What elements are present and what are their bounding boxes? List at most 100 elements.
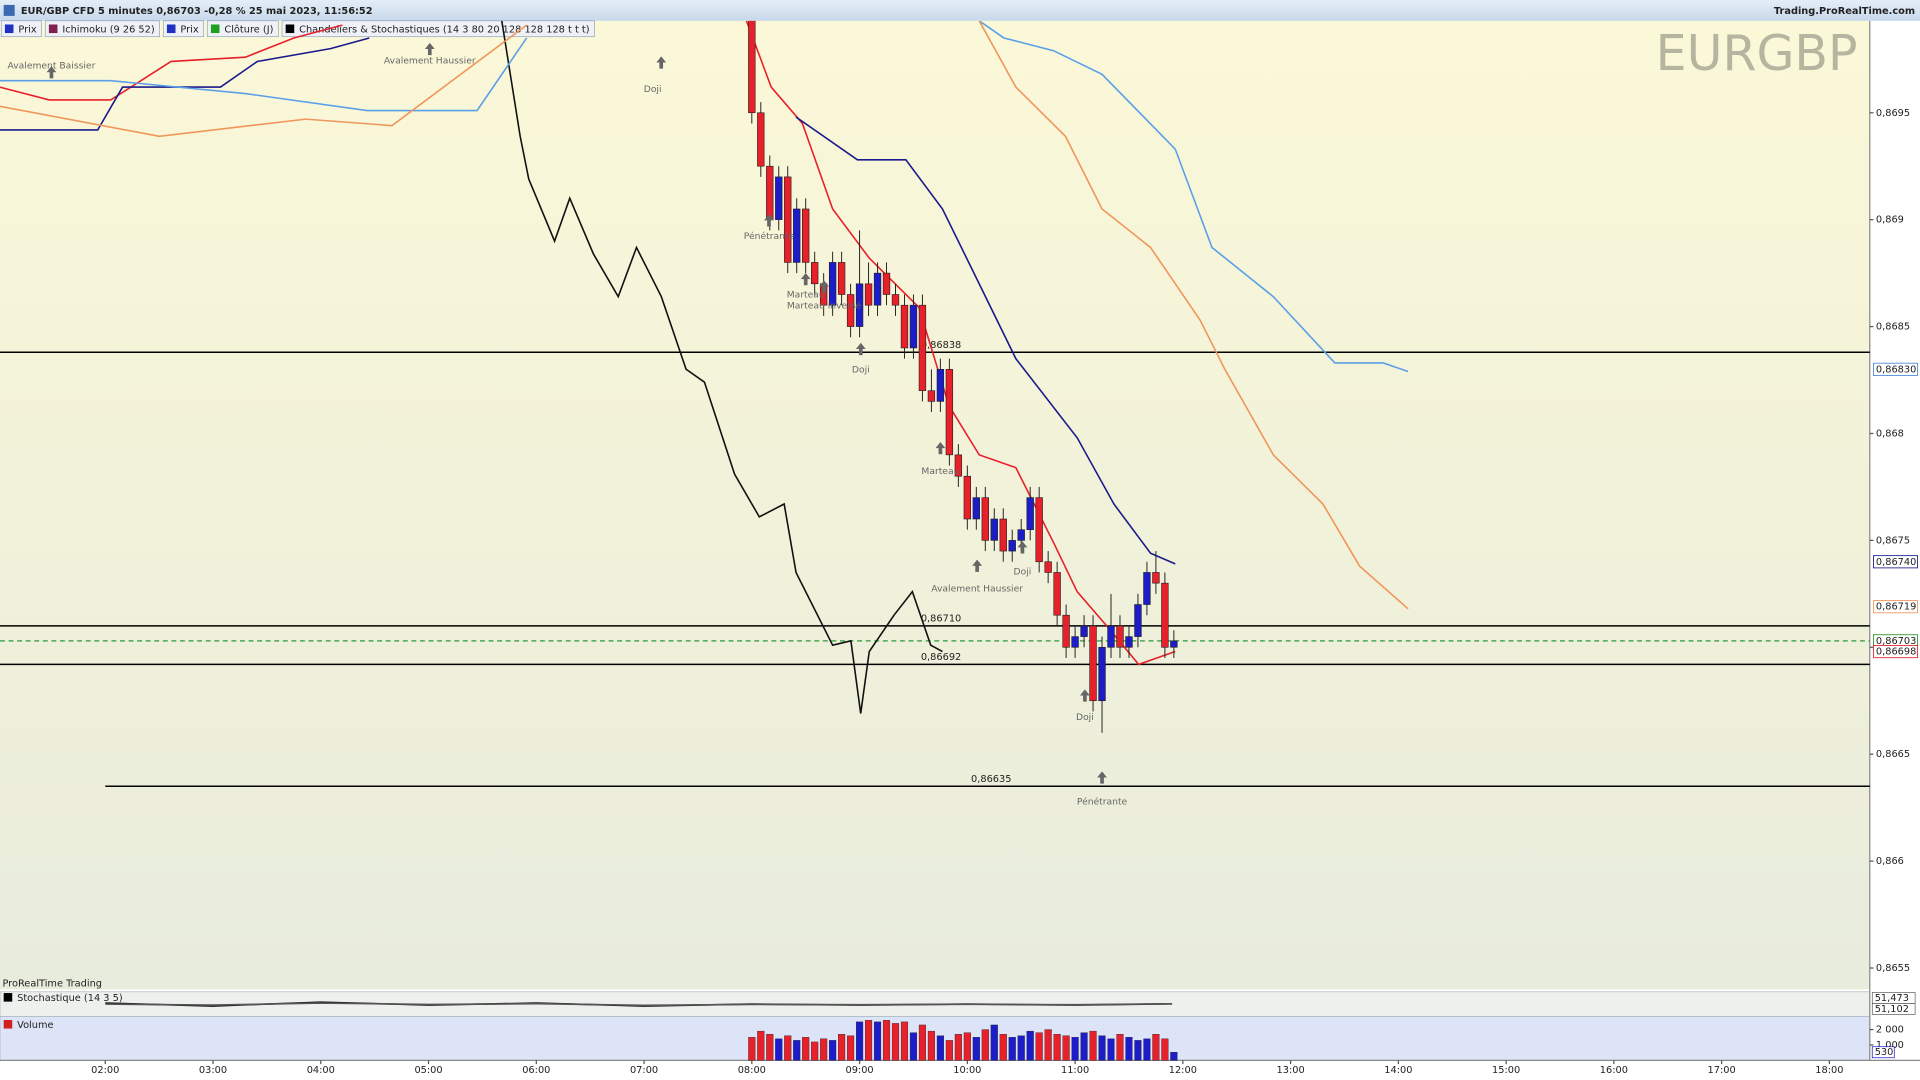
candle-body: [999, 518, 1007, 552]
volume-bar: [1170, 1052, 1178, 1061]
pattern-label: Doji: [1014, 566, 1032, 577]
level-label: 0,86710: [921, 614, 961, 625]
candle-body: [793, 208, 801, 263]
level-label: 0,86635: [971, 774, 1011, 785]
pattern-arrow: [46, 66, 57, 79]
volume-bar: [981, 1029, 989, 1061]
pattern-arrow: [1097, 771, 1107, 784]
volume-bar: [891, 1023, 900, 1061]
pattern-label: Avalement Haussier: [384, 56, 476, 67]
x-tick-label: 08:00: [738, 1065, 766, 1076]
stoch-tag-label: 51,473: [1875, 993, 1909, 1004]
price-tag-label: 0,86703: [1876, 636, 1916, 647]
volume-bar: [757, 1030, 765, 1061]
ichimoku-line: [0, 24, 528, 138]
pattern-label: Pénétrante: [1077, 797, 1128, 808]
pattern-label: Marteau inversé: [787, 301, 862, 312]
ichimoku-line: [745, 20, 1176, 666]
stoch-tag: [1871, 1003, 1916, 1015]
legend-swatch: [4, 24, 14, 34]
volume-tick-label: 1 000: [1876, 1040, 1904, 1051]
candle-body: [873, 272, 882, 306]
title-bar: [0, 0, 1920, 21]
stoch-title: Stochastique (14 3 5): [17, 993, 123, 1004]
volume-icon: [3, 1020, 13, 1029]
x-tick-label: 17:00: [1708, 1065, 1736, 1076]
volume-bar: [1044, 1029, 1052, 1061]
pattern-label: Avalement Baissier: [7, 61, 95, 72]
candle-body: [775, 176, 783, 220]
candle-body: [909, 304, 918, 349]
price-tag: [1873, 600, 1918, 614]
x-tick-label: 10:00: [953, 1065, 981, 1076]
price-tag: [1873, 645, 1918, 659]
price-tag-label: 0,86698: [1876, 647, 1916, 658]
legend-item: Ichimoku (9 26 52): [44, 20, 160, 38]
legend-item: Prix: [0, 20, 42, 38]
legend-label: Clôture (J): [224, 23, 273, 35]
legend-label: Chandeliers & Stochastiques (14 3 80 20 …: [299, 24, 589, 35]
volume-bar: [1161, 1038, 1169, 1061]
volume-bar: [882, 1020, 891, 1061]
candle-body: [963, 475, 972, 520]
watermark: EURGBP: [1656, 25, 1858, 82]
ichimoku-line: [0, 24, 343, 101]
candle-body: [1017, 529, 1025, 541]
volume-bar: [1143, 1038, 1151, 1061]
candle-body: [1071, 636, 1079, 648]
legend-swatch: [166, 24, 176, 34]
pattern-arrow: [972, 559, 983, 572]
volume-bar: [1017, 1035, 1025, 1061]
candle-body: [891, 294, 900, 306]
candle-body: [864, 283, 873, 306]
y-tick-label: 0,8685: [1876, 322, 1910, 333]
candle-body: [972, 497, 980, 520]
volume-bar: [990, 1024, 998, 1061]
candle-body: [918, 304, 927, 392]
candle-body: [1080, 625, 1088, 637]
candle-body: [766, 165, 774, 220]
volume-bar: [1089, 1030, 1097, 1061]
x-tick-label: 05:00: [414, 1065, 442, 1076]
window-title: EUR/GBP CFD 5 minutes 0,86703 -0,28 % 25…: [21, 6, 373, 17]
legend: Prix Ichimoku (9 26 52) Prix Clôture (J) Cha…: [0, 20, 595, 38]
volume-bar: [811, 1041, 819, 1061]
candle-body: [1152, 572, 1160, 584]
y-tick-label: 0,8675: [1876, 535, 1910, 546]
candle-body: [1143, 572, 1151, 605]
y-tick-label: 0,869: [1876, 215, 1904, 226]
candle-body: [748, 20, 756, 114]
x-tick-label: 14:00: [1384, 1065, 1412, 1076]
candle-body: [1008, 540, 1016, 552]
x-tick-label: 04:00: [307, 1065, 335, 1076]
pattern-label: Doji: [644, 84, 662, 95]
app-icon: [3, 4, 15, 16]
pattern-label: Doji: [852, 364, 870, 375]
legend-box: [44, 20, 160, 38]
volume-bar: [793, 1040, 801, 1061]
x-tick-label: 16:00: [1600, 1065, 1628, 1076]
legend-item: Prix: [162, 20, 204, 38]
pattern-arrow: [855, 342, 866, 356]
candle-body: [1116, 625, 1124, 648]
volume-bar: [1026, 1030, 1034, 1061]
price-tag: [1873, 362, 1918, 376]
volume-bar: [1008, 1037, 1016, 1061]
volume-bar: [945, 1040, 953, 1061]
price-tag-label: 0,86830: [1876, 364, 1916, 375]
volume-bar: [900, 1021, 909, 1061]
candle-body: [1089, 625, 1097, 702]
x-tick-label: 06:00: [522, 1065, 550, 1076]
candle-body: [981, 497, 989, 541]
plot-area: [0, 20, 1870, 990]
volume-bar: [1116, 1034, 1124, 1061]
y-tick-label: 0,866: [1876, 856, 1904, 867]
volume-bar: [954, 1034, 962, 1061]
candle-body: [1125, 636, 1133, 648]
candle-body: [1062, 614, 1070, 648]
candle-body: [882, 272, 891, 295]
legend-swatch: [210, 24, 220, 34]
candle-body: [1026, 497, 1034, 530]
ichimoku-line: [501, 20, 943, 714]
